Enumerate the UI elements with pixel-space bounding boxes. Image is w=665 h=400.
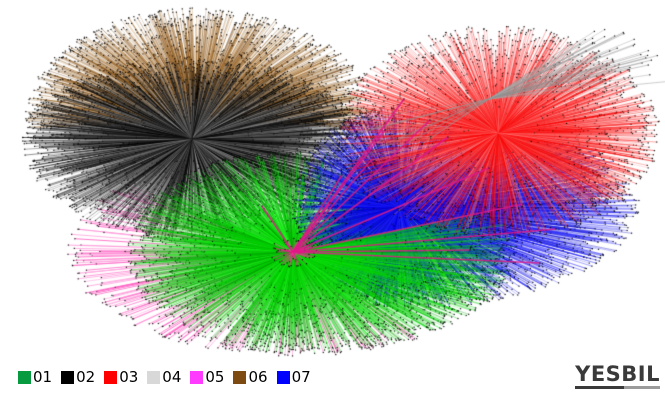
legend-label-05: 05 — [205, 368, 225, 386]
legend-swatch-06 — [233, 371, 247, 384]
legend-label-03: 03 — [119, 368, 139, 386]
legend-label-01: 01 — [33, 368, 53, 386]
legend-item-03: 03 — [104, 370, 138, 385]
yesbil-logo: YESBIL — [575, 362, 660, 390]
legend-swatch-03 — [104, 371, 118, 384]
legend-label-02: 02 — [76, 368, 96, 386]
legend-item-07: 07 — [276, 368, 311, 386]
legend-label-06: 06 — [248, 368, 268, 386]
yesbil-underline-right — [624, 386, 660, 390]
legend-item-05: 05 — [190, 370, 224, 385]
legend-item-06: 06 — [233, 368, 268, 386]
legend-swatch-04 — [147, 371, 161, 384]
legend-swatch-01 — [18, 371, 31, 384]
yesbil-logo-underline — [575, 386, 660, 390]
legend-swatch-02 — [61, 371, 75, 384]
legend-item-04: 04 — [147, 370, 181, 385]
legend-swatch-05 — [190, 371, 204, 384]
yesbil-underline-left — [575, 386, 625, 390]
legend-item-02: 02 — [61, 370, 95, 385]
legend-label-07: 07 — [291, 368, 311, 386]
legend-swatch-07 — [276, 371, 290, 384]
legend: 01 02 03 04 05 06 07 — [18, 370, 311, 385]
legend-item-01: 01 — [18, 370, 52, 385]
legend-label-04: 04 — [162, 368, 182, 386]
yesbil-logo-text: YESBIL — [575, 362, 660, 386]
